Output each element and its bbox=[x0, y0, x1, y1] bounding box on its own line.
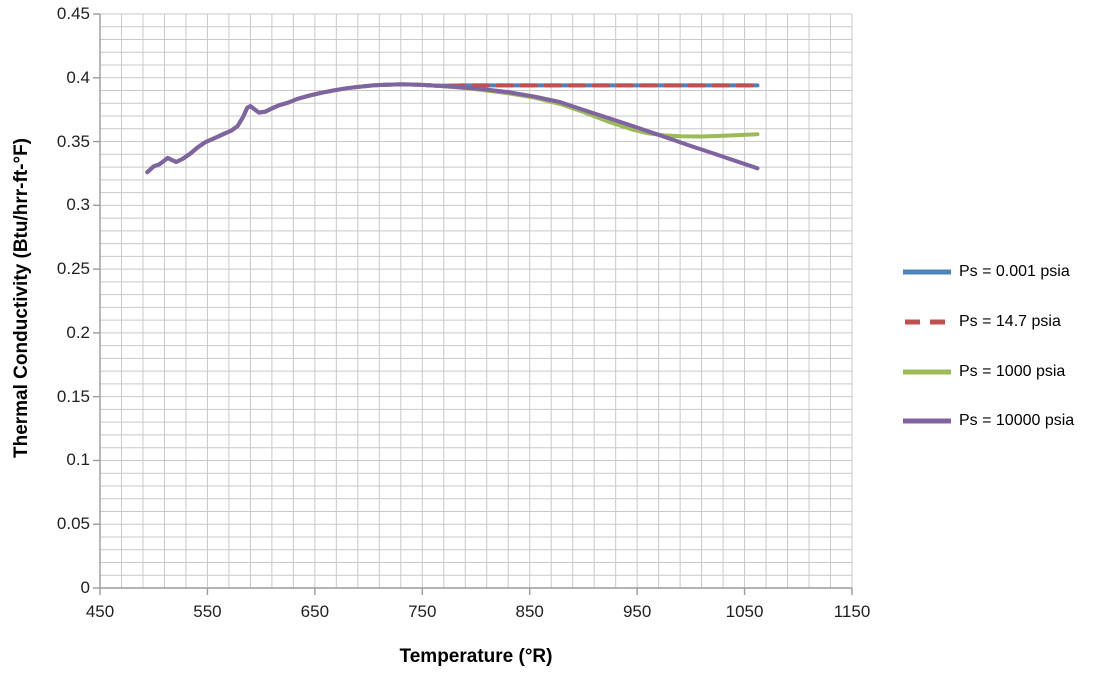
legend-item-ps-10000: Ps = 10000 psia bbox=[903, 409, 1074, 433]
legend-dashed-line-swatch-icon bbox=[905, 319, 949, 325]
y-tick-label: 0.15 bbox=[56, 386, 90, 406]
legend-label: Ps = 1000 psia bbox=[959, 363, 1066, 380]
x-tick-label: 750 bbox=[408, 602, 437, 621]
x-tick-label: 450 bbox=[85, 602, 115, 621]
legend-item-ps-0001: Ps = 0.001 psia bbox=[903, 260, 1070, 284]
y-tick-label: 0.3 bbox=[66, 195, 90, 215]
series-line-3 bbox=[145, 82, 760, 175]
x-tick-label: 650 bbox=[300, 602, 330, 621]
x-tick-label: 950 bbox=[622, 602, 652, 621]
y-tick-label: 0.2 bbox=[66, 322, 90, 342]
legend: Ps = 0.001 psia Ps = 14.7 psia Ps = 1000… bbox=[903, 0, 1113, 680]
y-tick-label: 0.05 bbox=[56, 514, 90, 534]
legend-line-swatch-icon bbox=[903, 269, 951, 275]
legend-label: Ps = 10000 psia bbox=[959, 412, 1075, 429]
y-tick-label: 0 bbox=[80, 578, 90, 597]
y-tick-label: 0.1 bbox=[66, 450, 90, 470]
x-tick-label: 550 bbox=[193, 602, 222, 621]
legend-item-ps-1000: Ps = 1000 psia bbox=[903, 360, 1065, 384]
x-axis-title: Temperature (°R) bbox=[399, 646, 553, 667]
y-tick-label: 0.4 bbox=[66, 67, 90, 87]
x-tick-label: 1150 bbox=[833, 602, 871, 621]
y-tick-label: 0.35 bbox=[56, 131, 90, 151]
legend-item-ps-147: Ps = 14.7 psia bbox=[903, 310, 1061, 334]
x-tick-label: 1050 bbox=[725, 602, 764, 621]
y-tick-label: 0.25 bbox=[56, 259, 90, 279]
y-axis-title: Thermal Conductivity (Btu/hrr-ft-°F) bbox=[11, 137, 32, 459]
legend-line-swatch-icon bbox=[903, 418, 951, 424]
y-tick-label: 0.45 bbox=[56, 4, 90, 23]
legend-line-swatch-icon bbox=[903, 369, 951, 375]
legend-label: Ps = 0.001 psia bbox=[959, 263, 1070, 280]
legend-label: Ps = 14.7 psia bbox=[959, 313, 1061, 330]
x-tick-label: 850 bbox=[515, 602, 544, 621]
